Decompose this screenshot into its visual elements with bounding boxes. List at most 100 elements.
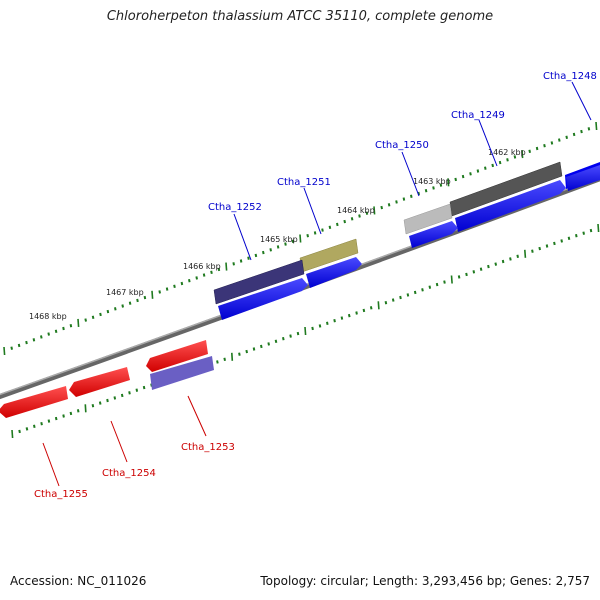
gene-label-ctha-1255[interactable]: Ctha_1255 — [34, 489, 88, 500]
minor-tick — [113, 396, 117, 400]
minor-tick — [121, 304, 124, 308]
minor-tick — [25, 427, 29, 431]
minor-tick — [558, 138, 561, 142]
major-tick — [595, 121, 598, 131]
minor-tick — [232, 262, 235, 266]
gene-label-ctha-1248[interactable]: Ctha_1248 — [543, 71, 597, 82]
minor-tick — [580, 129, 583, 134]
minor-tick — [535, 146, 539, 151]
reverse-strand-genes — [0, 340, 214, 418]
minor-tick — [158, 290, 161, 294]
minor-tick — [165, 287, 169, 291]
minor-tick — [254, 253, 258, 258]
major-tick — [597, 223, 600, 233]
gene-label-ctha-1252[interactable]: Ctha_1252 — [208, 202, 262, 213]
minor-tick — [395, 200, 398, 204]
gene-arrow-ctha-1250[interactable] — [409, 221, 458, 248]
minor-tick — [306, 234, 309, 238]
major-tick — [304, 326, 307, 336]
minor-tick — [32, 338, 36, 342]
gene-label-ctha-1253[interactable]: Ctha_1253 — [181, 442, 235, 453]
major-tick — [231, 352, 234, 361]
scale-label: 1467 kbp — [106, 288, 144, 297]
feature-row-upper — [213, 161, 600, 305]
feature-ctha-1250[interactable] — [403, 203, 453, 235]
minor-tick — [565, 135, 568, 139]
gene-arrow-ctha-1255[interactable] — [0, 386, 68, 418]
feature-ctha-1249[interactable] — [449, 161, 563, 217]
scale-label: 1463 kbp — [413, 177, 451, 186]
minor-tick — [582, 231, 585, 235]
minor-tick — [276, 245, 280, 249]
minor-tick — [318, 324, 322, 328]
minor-tick — [76, 409, 80, 413]
minor-tick — [380, 205, 383, 210]
minor-tick — [180, 281, 184, 286]
minor-tick — [282, 337, 285, 341]
minor-tick — [501, 259, 505, 264]
minor-tick — [296, 331, 300, 336]
gene-arrow-ctha-1252[interactable] — [218, 278, 308, 320]
genome-summary-text: Topology: circular; Length: 3,293,456 bp… — [260, 574, 590, 588]
minor-tick — [120, 393, 124, 398]
leader-line — [110, 420, 128, 463]
minor-tick — [340, 316, 344, 320]
major-tick — [3, 346, 6, 356]
minor-tick — [432, 186, 435, 190]
minor-tick — [25, 340, 28, 345]
major-tick — [11, 429, 14, 439]
major-tick — [377, 301, 380, 310]
minor-tick — [135, 388, 139, 392]
minor-tick — [435, 282, 439, 287]
minor-tick — [465, 272, 468, 277]
gene-arrow-ctha-1249[interactable] — [455, 180, 566, 232]
minor-tick — [538, 246, 541, 251]
minor-tick — [18, 429, 21, 434]
leader-line — [478, 119, 498, 167]
gene-arrow-ctha-1253[interactable] — [150, 356, 214, 390]
minor-tick — [188, 279, 191, 283]
minor-tick — [84, 318, 87, 322]
gene-label-ctha-1250[interactable]: Ctha_1250 — [375, 140, 429, 151]
major-tick — [225, 262, 228, 271]
feature-ctha-1252[interactable] — [213, 259, 305, 305]
gene-label-ctha-1249[interactable]: Ctha_1249 — [451, 110, 505, 121]
minor-tick — [362, 308, 366, 313]
gene-label-ctha-1254[interactable]: Ctha_1254 — [102, 468, 156, 479]
gene-arrow-ctha-1248[interactable] — [566, 165, 600, 191]
minor-tick — [143, 295, 147, 300]
minor-tick — [428, 285, 432, 289]
gene-labels: Ctha_1248 Ctha_1249 Ctha_1250 Ctha_1251 … — [34, 71, 597, 500]
minor-tick — [402, 197, 406, 201]
minor-tick — [491, 163, 494, 168]
minor-tick — [506, 158, 509, 162]
leader-line — [571, 81, 592, 121]
minor-tick — [387, 203, 391, 207]
minor-tick — [321, 228, 324, 232]
minor-tick — [550, 141, 554, 145]
gene-label-ctha-1251[interactable]: Ctha_1251 — [277, 177, 331, 188]
minor-tick — [54, 416, 58, 421]
minor-tick — [424, 189, 428, 193]
scale-label: 1466 kbp — [183, 262, 221, 271]
minor-tick — [336, 222, 339, 227]
minor-tick — [142, 385, 146, 390]
gene-arrow-ctha-1251[interactable] — [306, 257, 362, 288]
major-tick — [373, 206, 376, 215]
minor-tick — [202, 273, 206, 277]
minor-tick — [291, 239, 295, 243]
gene-arrow-ctha-1254[interactable] — [69, 367, 130, 397]
minor-tick — [313, 231, 317, 235]
gene-arrow-ctha-1253-b[interactable] — [146, 340, 208, 372]
minor-tick — [210, 270, 213, 274]
minor-tick — [106, 398, 109, 403]
major-tick — [151, 290, 154, 299]
minor-tick — [114, 307, 117, 311]
minor-tick — [347, 313, 351, 318]
scale-ticks-upper — [3, 121, 598, 356]
minor-tick — [369, 306, 373, 310]
minor-tick — [457, 275, 461, 279]
minor-tick — [69, 324, 73, 328]
minor-tick — [484, 166, 487, 170]
minor-tick — [223, 357, 226, 361]
